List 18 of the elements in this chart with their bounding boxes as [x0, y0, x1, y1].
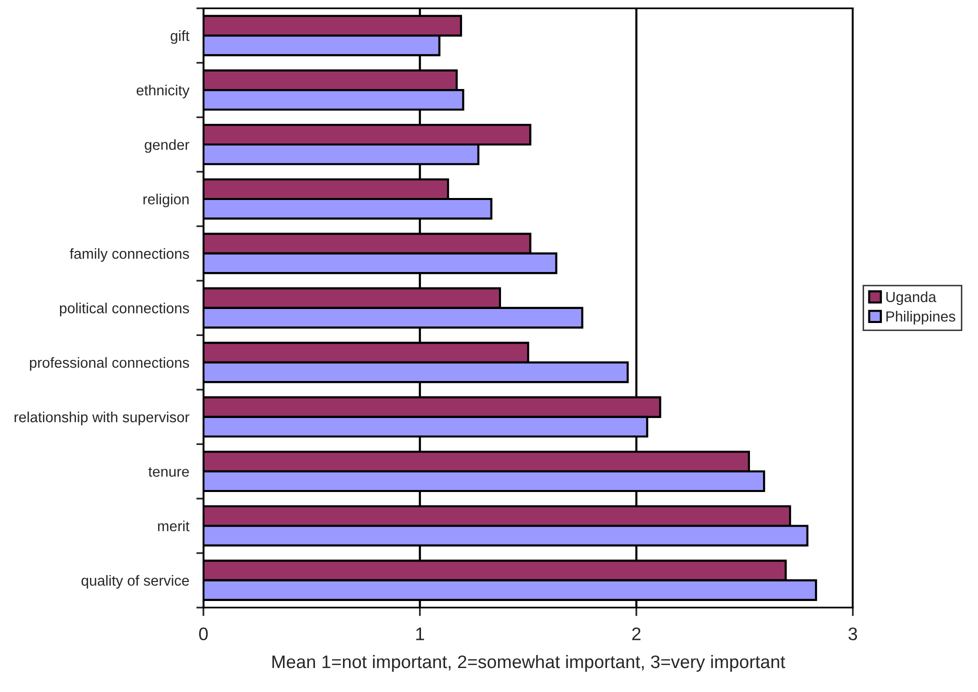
y-tick-label: quality of service [82, 575, 189, 589]
y-tick-label: gift [170, 30, 190, 44]
legend-label: Uganda [886, 291, 936, 306]
y-tick-label: relationship with supervisor [14, 412, 190, 426]
x-tick-label: 0 [199, 627, 208, 640]
y-tick-label: family connections [70, 248, 190, 262]
y-tick-label: ethnicity [136, 84, 190, 98]
y-tick-label: tenure [148, 467, 189, 477]
y-tick-label: merit [158, 520, 190, 532]
y-tick-label: political connections [60, 302, 190, 316]
x-tick-label: 1 [416, 628, 424, 640]
y-tick-label: professional connections [30, 357, 190, 371]
legend-label: Philippines [886, 310, 956, 325]
y-tick-label: religion [143, 194, 189, 208]
y-tick-label: gender [144, 139, 190, 153]
x-axis-title: Mean 1=not important, 2=somewhat important, 3=very important [272, 654, 786, 672]
x-tick-label: 3 [848, 627, 858, 640]
x-tick-label: 2 [632, 627, 640, 640]
